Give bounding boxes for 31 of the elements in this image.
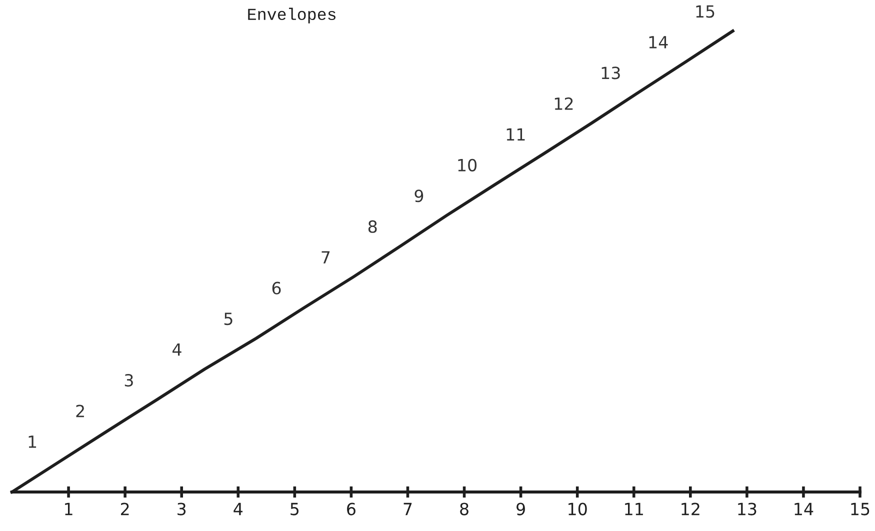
x-tick-label: 15	[851, 502, 870, 516]
data-label: 3	[124, 374, 133, 387]
x-tick-label: 4	[234, 502, 242, 516]
data-label: 11	[506, 128, 525, 140]
x-tick-label: 10	[568, 502, 587, 516]
data-label: 9	[414, 190, 424, 202]
data-label: 1	[28, 436, 36, 448]
data-label: 2	[76, 404, 84, 418]
x-tick-label: 14	[794, 502, 814, 516]
data-label: 12	[554, 97, 573, 110]
x-tick-label: 7	[404, 502, 412, 516]
x-tick-label: 6	[347, 502, 356, 516]
x-tick-label: 3	[178, 502, 186, 516]
x-tick-label: 9	[516, 502, 525, 516]
data-label: 5	[224, 312, 232, 326]
data-label: 6	[272, 282, 281, 294]
x-tick-label: 11	[625, 502, 643, 516]
x-tick-label: 1	[65, 502, 72, 516]
chart-title: Envelopes	[248, 8, 336, 24]
data-label: 8	[368, 220, 377, 233]
x-tick-label: 8	[460, 502, 468, 516]
data-label: 10	[458, 158, 477, 172]
x-tick-label: 2	[120, 502, 129, 516]
data-label: 15	[696, 5, 714, 18]
data-label: 4	[172, 343, 182, 356]
data-label: 13	[602, 66, 620, 80]
data-label: 14	[649, 36, 668, 48]
x-tick-label: 12	[682, 502, 700, 516]
data-label: 7	[322, 251, 330, 264]
x-tick-label: 13	[738, 502, 756, 516]
x-tick-label: 5	[290, 502, 299, 516]
